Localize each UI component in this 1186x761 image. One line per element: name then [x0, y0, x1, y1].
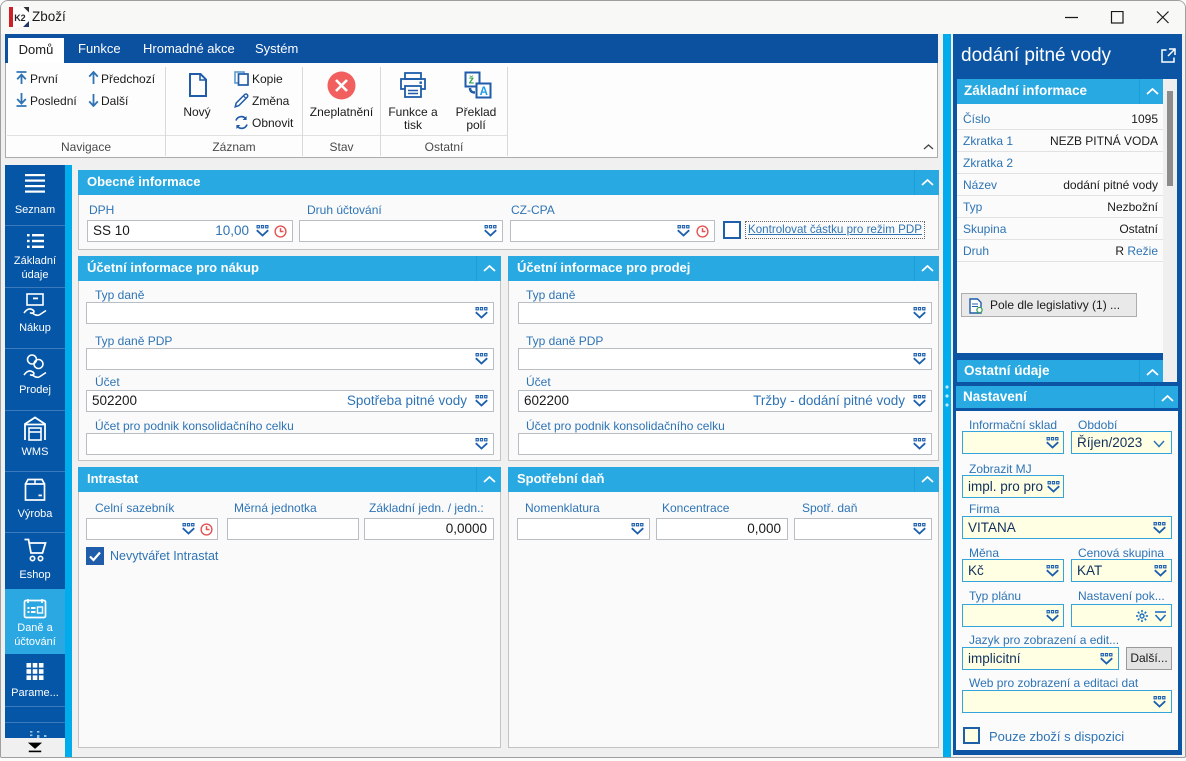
svg-text:ž: ž — [469, 75, 475, 87]
svg-text:A: A — [480, 86, 488, 98]
svg-text:K2: K2 — [14, 13, 26, 23]
